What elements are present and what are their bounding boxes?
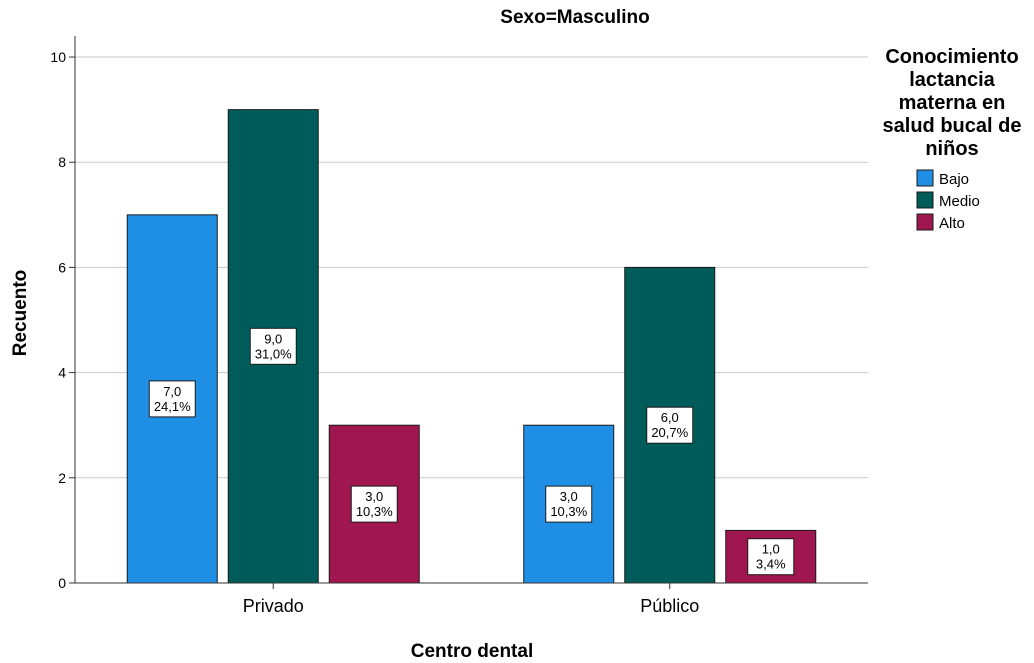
data-label-box [350, 485, 398, 523]
legend-swatch-bajo [916, 169, 934, 187]
x-axis-title: Centro dental [411, 641, 533, 662]
legend-title-line: salud bucal de [883, 115, 1022, 137]
data-label-text: 1,0 [762, 542, 780, 557]
axes: 0 2 4 6 8 10 Privado Público [50, 36, 868, 616]
data-label: 3,010,3% [545, 485, 593, 523]
data-label: 1,03,4% [747, 538, 795, 576]
data-label: 9,031,0% [249, 327, 297, 365]
legend-title-line: materna en [899, 92, 1006, 114]
x-category-label: Privado [243, 596, 304, 616]
data-label-text: 20,7% [651, 425, 688, 440]
y-tick-label: 0 [58, 575, 66, 591]
data-label-text: 6,0 [661, 410, 679, 425]
data-label-text: 24,1% [154, 399, 191, 414]
data-label: 6,020,7% [646, 406, 694, 444]
data-label-text: 7,0 [163, 384, 181, 399]
chart-title: Sexo=Masculino [500, 7, 649, 28]
data-label-box [545, 485, 593, 523]
data-label-text: 9,0 [264, 331, 282, 346]
legend-label-medio: Medio [939, 193, 980, 210]
bars: 7,024,1%9,031,0%3,010,3%3,010,3%6,020,7%… [126, 109, 817, 584]
y-tick-label: 6 [58, 259, 66, 275]
legend-label-bajo: Bajo [939, 171, 969, 188]
legend-swatch-medio [916, 191, 934, 209]
x-category-label: Público [640, 596, 699, 616]
data-label-box [747, 538, 795, 576]
legend-title-line: niños [925, 138, 978, 160]
data-label-box [646, 406, 694, 444]
data-label-box [249, 327, 297, 365]
data-label-text: 10,3% [550, 504, 587, 519]
legend-label-alto: Alto [939, 215, 965, 232]
y-tick-label: 2 [58, 470, 66, 486]
data-label-text: 3,0 [365, 489, 383, 504]
data-label-text: 31,0% [255, 346, 292, 361]
data-label-text: 10,3% [356, 504, 393, 519]
data-label: 7,024,1% [148, 380, 196, 418]
legend-swatch-alto [916, 213, 934, 231]
data-label: 3,010,3% [350, 485, 398, 523]
data-label-text: 3,0 [560, 489, 578, 504]
data-label-box [148, 380, 196, 418]
legend-title-line: Conocimiento [885, 46, 1018, 68]
y-axis-title: Recuento [10, 270, 31, 357]
y-tick-label: 8 [58, 154, 66, 170]
data-label-text: 3,4% [756, 557, 786, 572]
y-tick-label: 10 [50, 49, 66, 65]
y-tick-label: 4 [58, 365, 66, 381]
legend-title-line: lactancia [909, 69, 995, 91]
